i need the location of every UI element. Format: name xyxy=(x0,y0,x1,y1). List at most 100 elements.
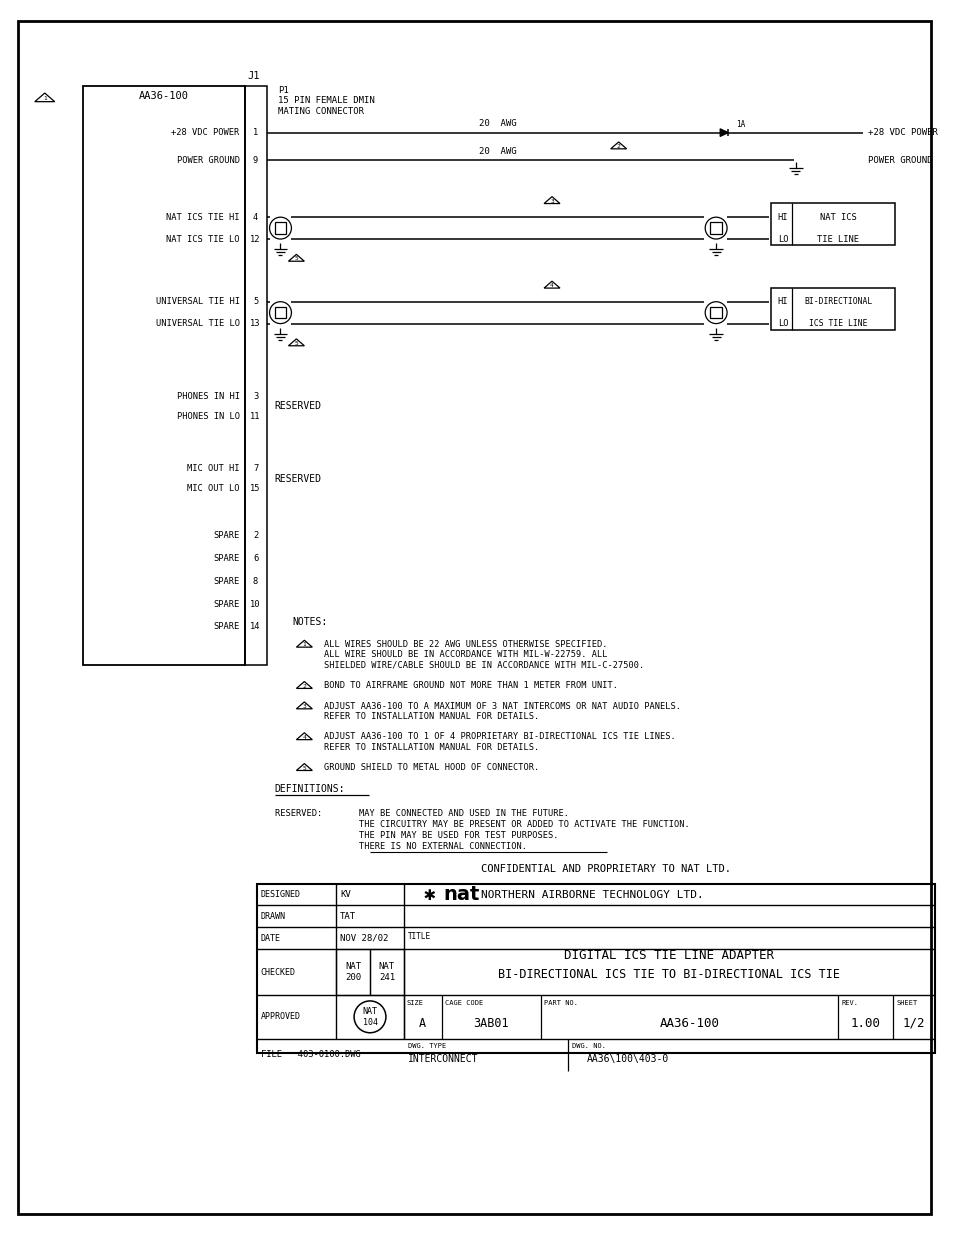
Text: 7: 7 xyxy=(253,464,258,473)
Text: 1: 1 xyxy=(43,96,47,101)
Bar xyxy=(710,222,721,233)
Text: MIC OUT LO: MIC OUT LO xyxy=(187,484,239,493)
Text: THERE IS NO EXTERNAL CONNECTION.: THERE IS NO EXTERNAL CONNECTION. xyxy=(274,842,526,851)
Text: 4: 4 xyxy=(302,735,306,740)
Text: FILE   403-0100.DWG: FILE 403-0100.DWG xyxy=(260,1050,360,1060)
Text: AA36-100: AA36-100 xyxy=(138,91,189,101)
Text: NAT
200: NAT 200 xyxy=(345,962,361,982)
Text: NOTES:: NOTES: xyxy=(293,618,327,627)
Text: REV.: REV. xyxy=(841,1000,858,1007)
Text: 5: 5 xyxy=(294,257,298,262)
Text: A: A xyxy=(418,1016,426,1030)
Text: MIC OUT HI: MIC OUT HI xyxy=(187,464,239,473)
Bar xyxy=(244,86,266,664)
Text: 1A: 1A xyxy=(736,120,744,130)
Text: DIGITAL ICS TIE LINE ADAPTER: DIGITAL ICS TIE LINE ADAPTER xyxy=(564,948,774,962)
Text: 14: 14 xyxy=(250,622,260,631)
Text: HI: HI xyxy=(777,212,787,221)
Text: SPARE: SPARE xyxy=(213,577,239,585)
Bar xyxy=(335,950,370,995)
Text: AA36\100\403-0: AA36\100\403-0 xyxy=(586,1055,668,1065)
Text: LO: LO xyxy=(777,319,787,329)
Polygon shape xyxy=(720,128,728,137)
Text: RESERVED: RESERVED xyxy=(274,474,321,484)
Text: 3: 3 xyxy=(302,704,306,709)
Bar xyxy=(83,86,244,664)
Text: THE CIRCUITRY MAY BE PRESENT OR ADDED TO ACTIVATE THE FUNCTION.: THE CIRCUITRY MAY BE PRESENT OR ADDED TO… xyxy=(274,820,689,829)
Bar xyxy=(770,204,894,245)
Text: NORTHERN AIRBORNE TECHNOLOGY LTD.: NORTHERN AIRBORNE TECHNOLOGY LTD. xyxy=(481,889,703,899)
Text: BOND TO AIRFRAME GROUND NOT MORE THAN 1 METER FROM UNIT.: BOND TO AIRFRAME GROUND NOT MORE THAN 1 … xyxy=(324,682,618,690)
Text: CHECKED: CHECKED xyxy=(260,967,295,977)
Text: TITLE: TITLE xyxy=(407,932,431,941)
Text: 3: 3 xyxy=(550,199,554,204)
Text: SPARE: SPARE xyxy=(213,622,239,631)
Text: RESERVED: RESERVED xyxy=(274,401,321,411)
Text: UNIVERSAL TIE LO: UNIVERSAL TIE LO xyxy=(155,319,239,329)
Text: THE PIN MAY BE USED FOR TEST PURPOSES.: THE PIN MAY BE USED FOR TEST PURPOSES. xyxy=(274,831,558,840)
Text: 20  AWG: 20 AWG xyxy=(478,147,516,156)
Text: PART NO.: PART NO. xyxy=(543,1000,578,1007)
Text: 4: 4 xyxy=(550,283,554,288)
Text: 1.00: 1.00 xyxy=(850,1016,880,1030)
Text: DESIGNED: DESIGNED xyxy=(260,890,300,899)
Text: ICS TIE LINE: ICS TIE LINE xyxy=(808,319,867,329)
Text: ✱: ✱ xyxy=(423,885,435,904)
Text: DRAWN: DRAWN xyxy=(260,911,285,921)
Bar xyxy=(370,950,403,995)
Text: CONFIDENTIAL AND PROPRIETARY TO NAT LTD.: CONFIDENTIAL AND PROPRIETARY TO NAT LTD. xyxy=(480,863,730,873)
Text: 20  AWG: 20 AWG xyxy=(478,119,516,128)
Text: 2: 2 xyxy=(253,531,258,540)
Bar xyxy=(770,288,894,330)
Text: 5: 5 xyxy=(294,341,298,346)
Text: POWER GROUND: POWER GROUND xyxy=(176,156,239,165)
Text: DATE: DATE xyxy=(260,934,280,942)
Text: ADJUST AA36-100 TO 1 OF 4 PROPRIETARY BI-DIRECTIONAL ICS TIE LINES.: ADJUST AA36-100 TO 1 OF 4 PROPRIETARY BI… xyxy=(324,732,676,741)
Text: SIZE: SIZE xyxy=(406,1000,423,1007)
Text: +28 VDC POWER: +28 VDC POWER xyxy=(867,128,937,137)
Text: 15: 15 xyxy=(250,484,260,493)
Text: 1/2: 1/2 xyxy=(902,1016,924,1030)
Text: GROUND SHIELD TO METAL HOOD OF CONNECTOR.: GROUND SHIELD TO METAL HOOD OF CONNECTOR… xyxy=(324,763,539,772)
Text: HI: HI xyxy=(777,298,787,306)
Text: SPARE: SPARE xyxy=(213,531,239,540)
Text: 2: 2 xyxy=(302,684,306,689)
Text: 2: 2 xyxy=(617,144,619,149)
Text: 3AB01: 3AB01 xyxy=(473,1016,509,1030)
Text: ALL WIRES SHOULD BE 22 AWG UNLESS OTHERWISE SPECIFIED.: ALL WIRES SHOULD BE 22 AWG UNLESS OTHERW… xyxy=(324,640,607,648)
Text: 1: 1 xyxy=(302,642,306,647)
Text: REFER TO INSTALLATION MANUAL FOR DETAILS.: REFER TO INSTALLATION MANUAL FOR DETAILS… xyxy=(324,742,539,752)
Text: DWG. TYPE: DWG. TYPE xyxy=(407,1042,446,1049)
Bar xyxy=(274,308,286,319)
Text: ALL WIRE SHOULD BE IN ACCORDANCE WITH MIL-W-22759. ALL: ALL WIRE SHOULD BE IN ACCORDANCE WITH MI… xyxy=(324,651,607,659)
Text: CAGE CODE: CAGE CODE xyxy=(444,1000,482,1007)
Text: REFER TO INSTALLATION MANUAL FOR DETAILS.: REFER TO INSTALLATION MANUAL FOR DETAILS… xyxy=(324,713,539,721)
Text: P1
15 PIN FEMALE DMIN
MATING CONNECTOR: P1 15 PIN FEMALE DMIN MATING CONNECTOR xyxy=(278,86,375,116)
Text: UNIVERSAL TIE HI: UNIVERSAL TIE HI xyxy=(155,298,239,306)
Bar xyxy=(256,883,934,1052)
Text: 5: 5 xyxy=(302,766,306,771)
Text: 10: 10 xyxy=(250,599,260,609)
Text: 12: 12 xyxy=(250,235,260,243)
Bar xyxy=(274,222,286,233)
Text: KV: KV xyxy=(340,890,351,899)
Text: TIE LINE: TIE LINE xyxy=(817,235,859,243)
Text: NAT ICS TIE HI: NAT ICS TIE HI xyxy=(166,212,239,221)
Text: INTERCONNECT: INTERCONNECT xyxy=(407,1055,477,1065)
Text: DEFINITIONS:: DEFINITIONS: xyxy=(274,784,345,794)
Text: NOV 28/02: NOV 28/02 xyxy=(340,934,388,942)
Text: NAT
241: NAT 241 xyxy=(378,962,395,982)
Text: NAT ICS: NAT ICS xyxy=(820,212,856,221)
Text: nat: nat xyxy=(443,885,479,904)
Text: 9: 9 xyxy=(253,156,258,165)
Text: 5: 5 xyxy=(253,298,258,306)
Text: 6: 6 xyxy=(253,553,258,563)
Text: 13: 13 xyxy=(250,319,260,329)
Text: AA36-100: AA36-100 xyxy=(659,1016,719,1030)
Text: SHIELDED WIRE/CABLE SHOULD BE IN ACCORDANCE WITH MIL-C-27500.: SHIELDED WIRE/CABLE SHOULD BE IN ACCORDA… xyxy=(324,661,644,669)
Text: POWER GROUND: POWER GROUND xyxy=(867,156,932,165)
Text: +28 VDC POWER: +28 VDC POWER xyxy=(172,128,239,137)
Text: ADJUST AA36-100 TO A MAXIMUM OF 3 NAT INTERCOMS OR NAT AUDIO PANELS.: ADJUST AA36-100 TO A MAXIMUM OF 3 NAT IN… xyxy=(324,701,680,710)
Text: SPARE: SPARE xyxy=(213,599,239,609)
Text: APPROVED: APPROVED xyxy=(260,1013,300,1021)
